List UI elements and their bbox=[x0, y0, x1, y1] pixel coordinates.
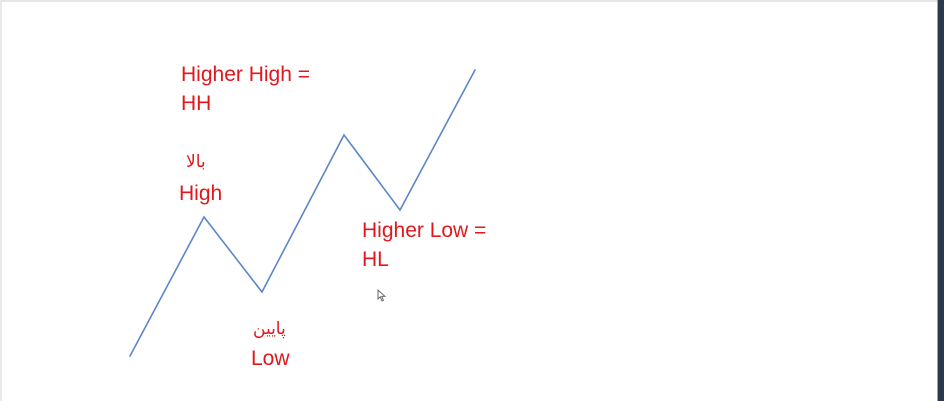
window-left-border bbox=[0, 0, 2, 401]
higher-high-label: Higher High = HH bbox=[181, 63, 310, 115]
mouse-pointer-icon bbox=[377, 289, 387, 302]
high-persian-label: بالا bbox=[186, 152, 206, 172]
window-top-border bbox=[0, 0, 944, 2]
low-label: Low bbox=[251, 347, 290, 370]
low-persian-label: پایین bbox=[253, 319, 286, 339]
higher-low-label: Higher Low = HL bbox=[362, 219, 487, 271]
uptrend-zigzag-line bbox=[129, 69, 476, 357]
window-right-border bbox=[938, 0, 944, 401]
window-right-border-highlight bbox=[937, 0, 938, 401]
high-label: High bbox=[179, 182, 223, 205]
